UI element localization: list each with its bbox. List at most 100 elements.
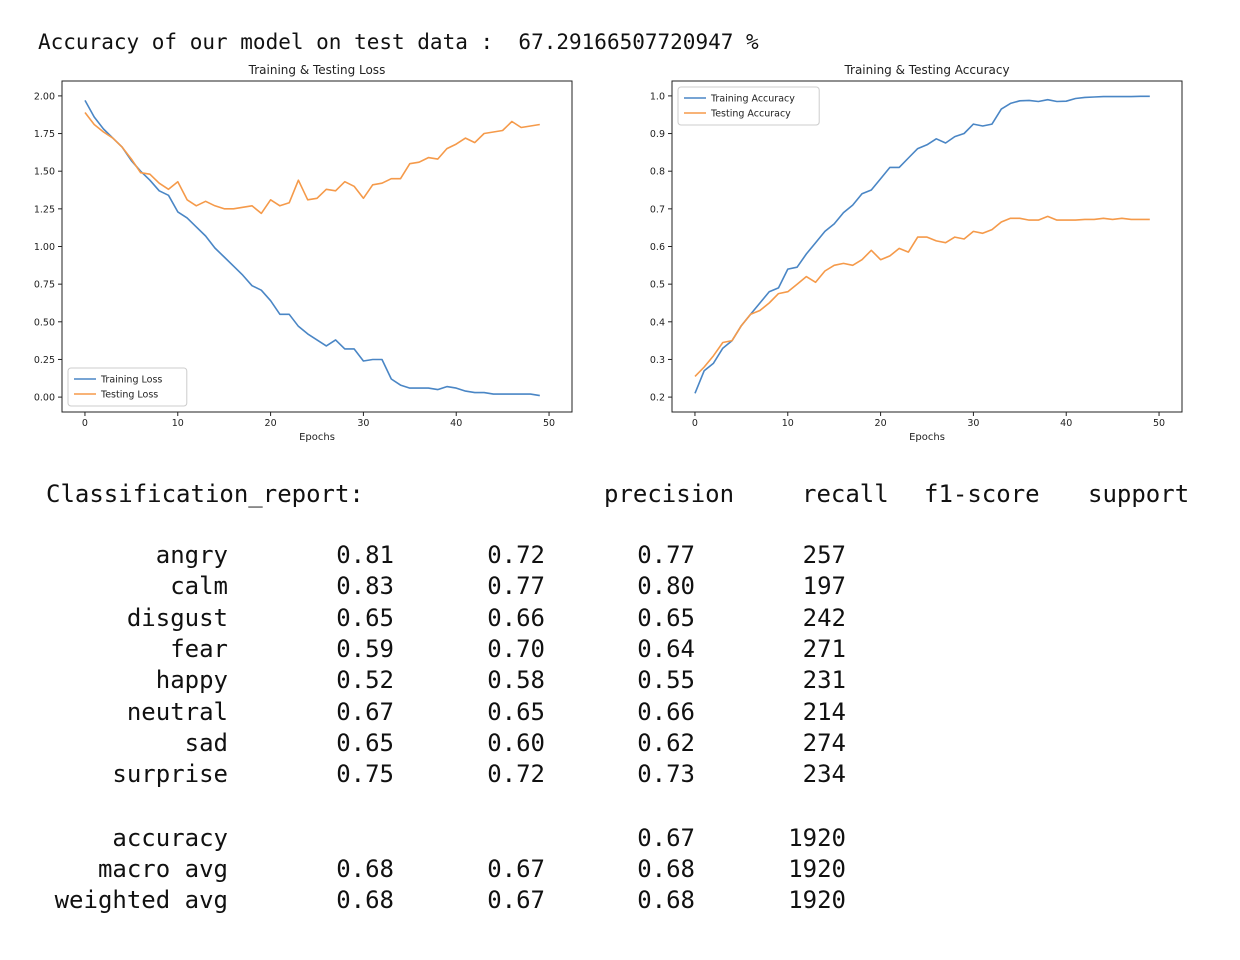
header-precision: precision	[604, 480, 735, 508]
series-line-testing-loss	[84, 112, 540, 215]
row-value: 0.65	[487, 697, 545, 726]
legend-label: Training Loss	[100, 375, 162, 386]
legend-label: Testing Loss	[100, 390, 158, 401]
y-tick-label: 1.75	[34, 129, 55, 140]
legend-box	[67, 367, 188, 407]
x-tick-label: 20	[265, 418, 277, 429]
legend-box	[677, 86, 820, 126]
row-value: 0.65	[336, 728, 394, 757]
row-value: 0.73	[637, 760, 695, 789]
row-value: 0.68	[336, 855, 394, 883]
row-value: 0.67	[487, 886, 545, 914]
classification-report: Classification_report: precision recall …	[0, 470, 1240, 940]
legend: Training Accuracy Testing Accuracy	[677, 86, 820, 126]
row-value: 0.66	[487, 603, 545, 632]
x-tick-label: 30	[967, 418, 979, 429]
row-label: calm	[170, 572, 228, 601]
series-line-training-loss	[84, 100, 540, 397]
row-value: 0.68	[637, 886, 695, 914]
y-tick-label: 1.25	[34, 204, 55, 215]
row-label: disgust	[126, 603, 228, 632]
y-tick-label: 0.3	[650, 355, 665, 366]
row-value: 0.60	[487, 728, 545, 757]
x-tick-label: 0	[692, 418, 698, 429]
charts-container: Training & Testing Loss 0 10 20 30 40 50 0.00 0.…	[34, 63, 1183, 443]
row-value: 0.83	[336, 572, 394, 601]
series-line-training-accuracy	[694, 95, 1150, 394]
legend-label: Testing Accuracy	[710, 109, 791, 120]
row-value: 0.65	[637, 603, 695, 632]
x-tick-label: 10	[782, 418, 794, 429]
chart-2: Training & Testing Accuracy 0 10 20 30 40 50 0.…	[650, 63, 1183, 443]
row-value: 0.59	[336, 634, 394, 663]
x-tick-label: 30	[357, 418, 369, 429]
y-tick-label: 0.9	[650, 129, 665, 140]
y-tick-label: 1.00	[34, 242, 55, 253]
row-value: 0.70	[487, 634, 545, 663]
x-tick-label: 0	[82, 418, 88, 429]
header-recall: recall	[802, 480, 889, 508]
accuracy-summary-text: Accuracy of our model on test data : 67.…	[38, 30, 759, 54]
x-tick-label: 50	[543, 418, 555, 429]
series-line-testing-accuracy	[694, 215, 1150, 377]
chart-1: Training & Testing Loss 0 10 20 30 40 50 0.00 0.…	[34, 63, 573, 443]
y-tick-label: 0.50	[34, 317, 55, 328]
y-tick-label: 0.2	[650, 393, 665, 404]
row-label: sad	[184, 728, 228, 757]
plot-frame	[671, 80, 1183, 413]
row-value: 0.72	[487, 541, 545, 569]
row-value: 197	[802, 572, 846, 601]
row-value: 0.81	[336, 541, 394, 569]
row-value: 231	[802, 666, 846, 695]
row-value: 0.68	[336, 886, 394, 914]
y-tick-label: 1.50	[34, 167, 55, 178]
x-tick-label: 10	[172, 418, 184, 429]
row-label: surprise	[112, 760, 228, 789]
y-tick-label: 0.6	[650, 242, 665, 253]
row-value: 0.65	[336, 603, 394, 632]
row-value: 274	[802, 728, 846, 757]
x-tick-label: 40	[450, 418, 462, 429]
row-value: 214	[802, 697, 846, 726]
y-tick-label: 2.00	[34, 91, 55, 102]
row-value: 0.77	[637, 541, 695, 569]
row-value: 1920	[788, 855, 846, 883]
y-tick-label: 0.7	[650, 204, 665, 215]
row-label: happy	[155, 666, 228, 695]
x-tick-label: 40	[1060, 418, 1072, 429]
row-value: 0.80	[637, 572, 695, 601]
row-label: fear	[170, 634, 228, 663]
header-f1-score: f1-score	[924, 480, 1040, 508]
chart-title: Training & Testing Loss	[248, 63, 386, 77]
row-label: weighted avg	[54, 886, 228, 914]
row-label: macro avg	[97, 855, 228, 883]
row-value: 271	[802, 634, 846, 663]
row-value: 0.67	[336, 697, 394, 726]
plot-frame	[61, 80, 573, 413]
row-label: neutral	[126, 697, 228, 726]
row-value: 0.77	[487, 572, 545, 601]
y-tick-label: 0.5	[650, 280, 665, 291]
row-value: 0.67	[637, 824, 695, 852]
row-value: 242	[802, 603, 846, 632]
row-value: 0.62	[637, 728, 695, 757]
row-value: 0.52	[336, 666, 394, 695]
row-value: 1920	[788, 824, 846, 852]
row-value: 0.55	[637, 666, 695, 695]
row-value: 0.68	[637, 855, 695, 883]
header-support: support	[1088, 480, 1190, 508]
x-tick-label: 20	[875, 418, 887, 429]
x-axis-label: Epochs	[299, 432, 335, 443]
legend-label: Training Accuracy	[710, 94, 795, 105]
row-value: 1920	[788, 886, 846, 914]
row-value: 0.75	[336, 760, 394, 789]
y-tick-label: 0.75	[34, 280, 55, 291]
x-axis-label: Epochs	[909, 432, 945, 443]
row-value: 257	[802, 541, 846, 569]
chart-title: Training & Testing Accuracy	[843, 63, 1009, 77]
row-label: accuracy	[112, 824, 228, 852]
row-value: 234	[802, 760, 846, 789]
y-tick-label: 0.8	[650, 167, 665, 178]
report-title: Classification_report:	[46, 480, 364, 508]
row-value: 0.72	[487, 760, 545, 789]
